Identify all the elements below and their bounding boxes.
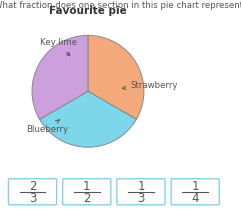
Title: Favourite pie: Favourite pie <box>49 6 127 16</box>
Text: 3: 3 <box>29 192 36 205</box>
Wedge shape <box>88 35 144 119</box>
Text: Blueberry: Blueberry <box>27 120 68 134</box>
Wedge shape <box>40 91 136 147</box>
Text: 1: 1 <box>137 180 145 194</box>
Text: 1: 1 <box>191 180 199 194</box>
Text: Key lime: Key lime <box>40 38 77 56</box>
Text: 4: 4 <box>191 192 199 205</box>
Text: What fraction does one section in this pie chart represent?: What fraction does one section in this p… <box>0 1 241 10</box>
Text: Strawberry: Strawberry <box>123 82 177 90</box>
Text: 3: 3 <box>137 192 145 205</box>
Wedge shape <box>32 35 88 119</box>
Text: 1: 1 <box>83 180 91 194</box>
Text: 2: 2 <box>83 192 91 205</box>
Text: 2: 2 <box>29 180 36 194</box>
